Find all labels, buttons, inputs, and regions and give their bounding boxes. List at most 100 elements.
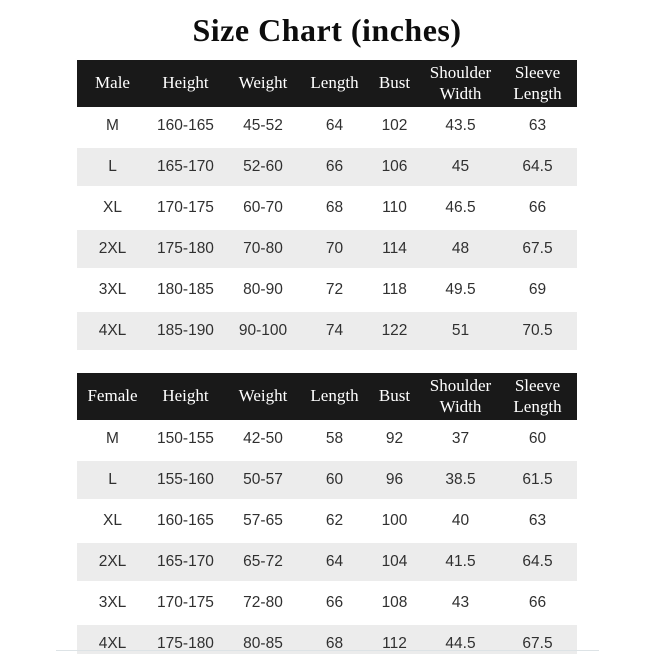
sleeve-length-cell: 64.5 xyxy=(498,145,577,189)
length-cell: 62 xyxy=(303,500,366,542)
shoulder-width-cell: 43 xyxy=(423,582,498,624)
bust-cell: 122 xyxy=(366,309,423,353)
table-row: 3XL 180-185 80-90 72 118 49.5 69 xyxy=(77,269,577,311)
female-size-table: Female Height Weight Length Bust Shoulde… xyxy=(77,373,577,654)
weight-cell: 65-72 xyxy=(223,540,303,584)
length-cell: 66 xyxy=(303,582,366,624)
header-sleeve-length: Sleeve Length xyxy=(498,60,577,107)
header-shoulder-width: Shoulder Width xyxy=(423,60,498,107)
male-size-table: Male Height Weight Length Bust Shoulder … xyxy=(77,60,577,353)
table-row: XL 170-175 60-70 68 110 46.5 66 xyxy=(77,187,577,229)
bust-cell: 100 xyxy=(366,500,423,542)
length-cell: 72 xyxy=(303,269,366,311)
sleeve-length-cell: 61.5 xyxy=(498,458,577,502)
sleeve-length-cell: 66 xyxy=(498,582,577,624)
table-row: 3XL 170-175 72-80 66 108 43 66 xyxy=(77,582,577,624)
length-cell: 70 xyxy=(303,227,366,271)
bust-cell: 108 xyxy=(366,582,423,624)
length-cell: 64 xyxy=(303,107,366,147)
size-cell: 3XL xyxy=(77,269,148,311)
bust-cell: 118 xyxy=(366,269,423,311)
sleeve-length-cell: 70.5 xyxy=(498,309,577,353)
bottom-divider xyxy=(56,650,599,651)
bust-cell: 102 xyxy=(366,107,423,147)
length-cell: 68 xyxy=(303,622,366,654)
height-cell: 185-190 xyxy=(148,309,223,353)
bust-cell: 104 xyxy=(366,540,423,584)
male-header-row: Male Height Weight Length Bust Shoulder … xyxy=(77,60,577,107)
shoulder-width-cell: 38.5 xyxy=(423,458,498,502)
length-cell: 64 xyxy=(303,540,366,584)
bust-cell: 106 xyxy=(366,145,423,189)
header-bust: Bust xyxy=(366,60,423,107)
weight-cell: 57-65 xyxy=(223,500,303,542)
height-cell: 175-180 xyxy=(148,622,223,654)
sleeve-length-cell: 66 xyxy=(498,187,577,229)
table-row: M 160-165 45-52 64 102 43.5 63 xyxy=(77,107,577,147)
weight-cell: 72-80 xyxy=(223,582,303,624)
header-sleeve-length: Sleeve Length xyxy=(498,373,577,420)
size-cell: 4XL xyxy=(77,309,148,353)
header-weight: Weight xyxy=(223,60,303,107)
shoulder-width-cell: 51 xyxy=(423,309,498,353)
shoulder-width-cell: 44.5 xyxy=(423,622,498,654)
size-cell: 4XL xyxy=(77,622,148,654)
weight-cell: 60-70 xyxy=(223,187,303,229)
height-cell: 175-180 xyxy=(148,227,223,271)
header-length: Length xyxy=(303,373,366,420)
height-cell: 180-185 xyxy=(148,269,223,311)
shoulder-width-cell: 46.5 xyxy=(423,187,498,229)
size-cell: L xyxy=(77,458,148,502)
sleeve-length-cell: 63 xyxy=(498,107,577,147)
weight-cell: 80-90 xyxy=(223,269,303,311)
length-cell: 74 xyxy=(303,309,366,353)
size-cell: 2XL xyxy=(77,227,148,271)
height-cell: 160-165 xyxy=(148,500,223,542)
size-cell: M xyxy=(77,420,148,460)
sleeve-length-cell: 69 xyxy=(498,269,577,311)
size-cell: XL xyxy=(77,187,148,229)
page-title: Size Chart (inches) xyxy=(192,12,462,48)
height-cell: 170-175 xyxy=(148,187,223,229)
table-row: L 165-170 52-60 66 106 45 64.5 xyxy=(77,145,577,189)
header-length: Length xyxy=(303,60,366,107)
weight-cell: 42-50 xyxy=(223,420,303,460)
sleeve-length-cell: 63 xyxy=(498,500,577,542)
height-cell: 165-170 xyxy=(148,540,223,584)
weight-cell: 50-57 xyxy=(223,458,303,502)
size-cell: XL xyxy=(77,500,148,542)
shoulder-width-cell: 43.5 xyxy=(423,107,498,147)
sleeve-length-cell: 67.5 xyxy=(498,622,577,654)
length-cell: 66 xyxy=(303,145,366,189)
table-row: L 155-160 50-57 60 96 38.5 61.5 xyxy=(77,458,577,502)
shoulder-width-cell: 40 xyxy=(423,500,498,542)
header-height: Height xyxy=(148,60,223,107)
header-height: Height xyxy=(148,373,223,420)
weight-cell: 80-85 xyxy=(223,622,303,654)
sleeve-length-cell: 60 xyxy=(498,420,577,460)
shoulder-width-cell: 49.5 xyxy=(423,269,498,311)
bust-cell: 112 xyxy=(366,622,423,654)
weight-cell: 45-52 xyxy=(223,107,303,147)
height-cell: 155-160 xyxy=(148,458,223,502)
header-weight: Weight xyxy=(223,373,303,420)
shoulder-width-cell: 48 xyxy=(423,227,498,271)
female-header-row: Female Height Weight Length Bust Shoulde… xyxy=(77,373,577,420)
weight-cell: 70-80 xyxy=(223,227,303,271)
height-cell: 165-170 xyxy=(148,145,223,189)
size-cell: L xyxy=(77,145,148,189)
size-cell: 3XL xyxy=(77,582,148,624)
table-row: 2XL 175-180 70-80 70 114 48 67.5 xyxy=(77,227,577,271)
bust-cell: 92 xyxy=(366,420,423,460)
length-cell: 58 xyxy=(303,420,366,460)
bust-cell: 114 xyxy=(366,227,423,271)
table-row: 4XL 175-180 80-85 68 112 44.5 67.5 xyxy=(77,622,577,654)
height-cell: 170-175 xyxy=(148,582,223,624)
height-cell: 160-165 xyxy=(148,107,223,147)
length-cell: 68 xyxy=(303,187,366,229)
header-male: Male xyxy=(77,60,148,107)
weight-cell: 90-100 xyxy=(223,309,303,353)
header-female: Female xyxy=(77,373,148,420)
weight-cell: 52-60 xyxy=(223,145,303,189)
